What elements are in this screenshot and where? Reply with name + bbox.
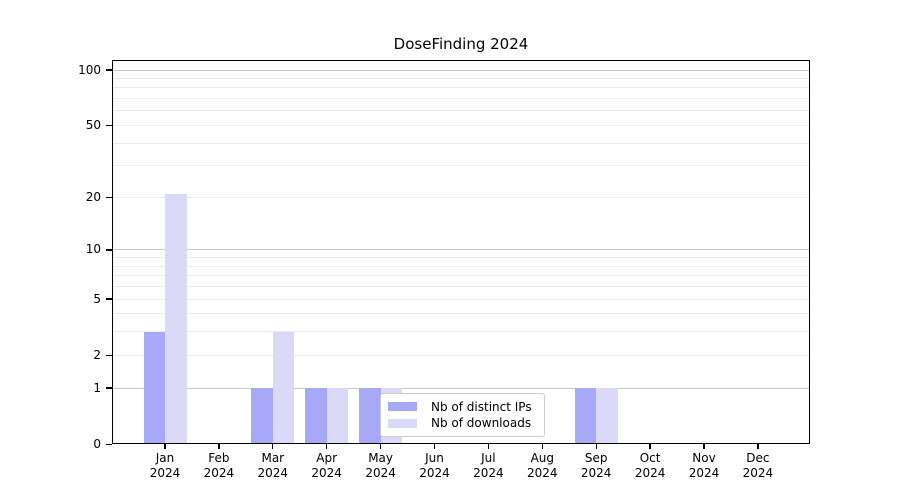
x-axis-tick [487,444,490,449]
minor-gridline [112,110,810,112]
y-axis-tick-label: 50 [85,117,101,132]
x-axis-tick [326,444,328,449]
bar-distinct-ips-mar-2024 [251,388,273,444]
minor-gridline [112,98,810,100]
x-axis-tick-label: Mar 2024 [257,451,289,480]
y-axis-tick-label: 100 [78,62,101,77]
bar-distinct-ips-jan-2024 [143,331,165,444]
plot-border [112,60,810,444]
minor-gridline [112,165,810,167]
legend-swatch-downloads [388,418,417,429]
x-axis-tick-label: Nov 2024 [688,451,720,480]
y-axis-tick [106,124,112,127]
minor-gridline [112,257,810,259]
x-axis-tick [703,444,705,449]
minor-gridline [112,298,810,300]
y-axis-tick [106,443,112,445]
y-axis-tick-label: 5 [93,291,101,306]
x-axis-tick-label: Feb 2024 [203,451,235,480]
major-gridline [112,249,810,251]
x-axis-tick [218,444,220,449]
x-axis-tick [272,444,274,449]
x-axis-tick-label: May 2024 [365,451,396,480]
y-axis-tick-label: 0 [93,436,101,451]
minor-gridline [112,331,810,333]
minor-gridline [112,87,810,89]
major-gridline [112,387,810,389]
x-axis-tick [595,444,597,449]
x-axis-tick [433,444,436,449]
x-axis-tick [757,444,759,449]
chart-title: DoseFinding 2024 [393,35,529,53]
y-axis-tick [106,387,112,389]
x-axis-tick-label: Aug 2024 [527,451,558,480]
x-axis-tick-label: Oct 2024 [634,451,666,480]
minor-gridline [112,286,810,288]
y-axis-tick [106,354,112,356]
y-axis-tick [106,249,112,251]
x-axis-tick-label: Jan 2024 [149,451,181,480]
legend-entry-distinct-ips: Nb of distinct IPs [388,400,537,414]
bar-downloads-mar-2024 [272,331,295,444]
x-axis-tick [541,444,543,449]
legend-label-distinct-ips: Nb of distinct IPs [431,399,532,414]
y-axis-tick-label: 20 [85,189,101,204]
x-axis-tick-label: Jul 2024 [473,451,504,480]
legend: Nb of distinct IPs Nb of downloads [380,393,545,437]
bar-downloads-jan-2024 [165,193,187,444]
bar-downloads-apr-2024 [326,388,349,444]
x-axis-tick [649,444,651,449]
minor-gridline [112,265,810,267]
bar-distinct-ips-apr-2024 [305,388,327,444]
bar-distinct-ips-sep-2024 [574,388,597,444]
x-axis-tick [379,444,382,449]
legend-entry-downloads: Nb of downloads [388,416,537,430]
major-gridline [112,69,810,71]
x-axis-tick [164,444,166,449]
bar-downloads-sep-2024 [596,388,618,444]
bar-distinct-ips-may-2024 [359,388,381,444]
minor-gridline [112,196,810,198]
y-axis-tick-label: 10 [85,242,101,257]
minor-gridline [112,124,810,126]
minor-gridline [112,354,810,356]
x-axis-tick-label: Apr 2024 [311,451,342,480]
y-axis-tick-label: 1 [93,380,101,395]
y-axis-tick-label: 2 [93,347,101,362]
minor-gridline [112,78,810,80]
y-axis-tick [106,196,112,199]
minor-gridline [112,275,810,277]
legend-swatch-distinct-ips [388,401,417,412]
minor-gridline [112,313,810,315]
x-axis-tick-label: Jun 2024 [419,451,450,480]
legend-label-downloads: Nb of downloads [431,416,532,431]
y-axis-tick [106,298,112,300]
y-axis-tick [106,69,112,71]
x-axis-tick-label: Dec 2024 [742,451,774,480]
x-axis-tick-label: Sep 2024 [580,451,612,480]
minor-gridline [112,142,810,144]
